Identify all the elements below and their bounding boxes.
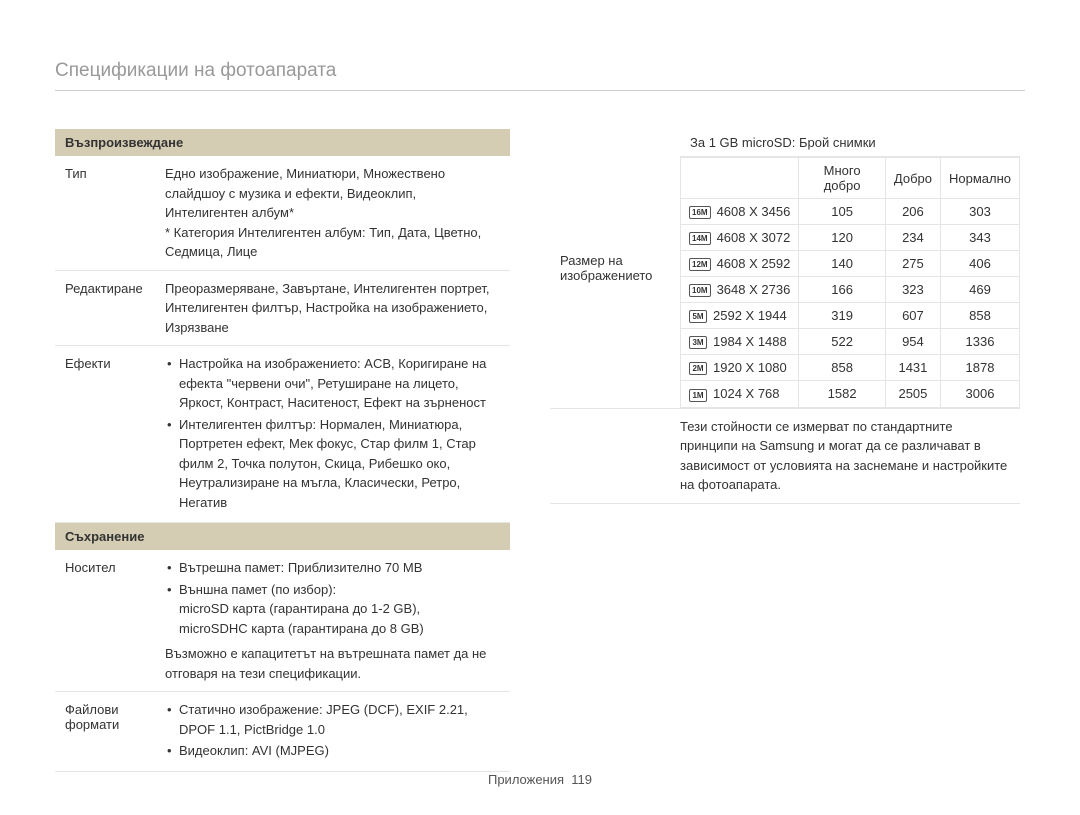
table-row: 12M 4608 X 2592 140275406: [681, 251, 1020, 277]
row-label: Тип: [65, 164, 165, 181]
resolution-cell: 1M 1024 X 768: [681, 381, 799, 407]
list-item: Интелигентен филтър: Нормален, Миниатюра…: [165, 415, 500, 513]
table-row: 2M 1920 X 1080 85814311878: [681, 355, 1020, 381]
row-media: Носител Вътрешна памет: Приблизително 70…: [55, 550, 510, 692]
row-type: Тип Едно изображение, Миниатюри, Множест…: [55, 156, 510, 271]
list-item: Външна памет (по избор):microSD карта (г…: [165, 580, 500, 639]
note-text: Възможно е капацитетът на вътрешната пам…: [165, 644, 500, 683]
resolution-text: 2592 X 1944: [713, 308, 787, 323]
size-label: Размер на изображението: [550, 129, 680, 408]
resolution-text: 4608 X 2592: [717, 256, 791, 271]
th-empty: [681, 158, 799, 199]
value-cell: 1431: [885, 355, 940, 381]
row-label: Файлови формати: [65, 700, 165, 732]
table-row: 14M 4608 X 3072 120234343: [681, 225, 1020, 251]
value-cell: 166: [799, 277, 886, 303]
resolution-cell: 3M 1984 X 1488: [681, 329, 799, 355]
table-body: 16M 4608 X 3456 105206303 14M 4608 X 3072 120…: [681, 199, 1020, 408]
value-cell: 1336: [940, 329, 1019, 355]
resolution-text: 4608 X 3072: [717, 230, 791, 245]
value-cell: 275: [885, 251, 940, 277]
value-cell: 105: [799, 199, 886, 225]
value-cell: 234: [885, 225, 940, 251]
megapixel-icon: 5M: [689, 310, 707, 323]
footer-page: 119: [571, 772, 592, 787]
value-cell: 858: [799, 355, 886, 381]
th-good: Добро: [885, 158, 940, 199]
row-effects: Ефекти Настройка на изображението: ACB, …: [55, 346, 510, 523]
value-cell: 522: [799, 329, 886, 355]
section-header-storage: Съхранение: [55, 523, 510, 550]
row-value: Преоразмеряване, Завъртане, Интелигентен…: [165, 279, 500, 338]
value-cell: 858: [940, 303, 1019, 329]
megapixel-icon: 1M: [689, 389, 707, 402]
th-normal: Нормално: [940, 158, 1019, 199]
table-row: 5M 2592 X 1944 319607858: [681, 303, 1020, 329]
value-cell: 3006: [940, 381, 1019, 407]
resolution-text: 4608 X 3456: [717, 204, 791, 219]
list-item: Вътрешна памет: Приблизително 70 MB: [165, 558, 500, 578]
value-cell: 406: [940, 251, 1019, 277]
megapixel-icon: 16M: [689, 206, 711, 219]
resolution-cell: 2M 1920 X 1080: [681, 355, 799, 381]
table-row: 10M 3648 X 2736 166323469: [681, 277, 1020, 303]
megapixel-icon: 3M: [689, 336, 707, 349]
value-cell: 140: [799, 251, 886, 277]
value-cell: 120: [799, 225, 886, 251]
megapixel-icon: 12M: [689, 258, 711, 271]
row-value: Статично изображение: JPEG (DCF), EXIF 2…: [165, 700, 500, 763]
row-label: Носител: [65, 558, 165, 575]
list-item: Настройка на изображението: ACB, Коригир…: [165, 354, 500, 413]
footnote: Тези стойности се измерват по стандартни…: [550, 409, 1020, 504]
table-title: За 1 GB microSD: Брой снимки: [680, 129, 1020, 157]
right-column: Размер на изображението За 1 GB microSD:…: [550, 129, 1020, 772]
page-footer: Приложения 119: [0, 772, 1080, 787]
resolution-text: 1024 X 768: [713, 386, 780, 401]
page-title: Спецификации на фотоапарата: [55, 60, 1025, 91]
section-header-playback: Възпроизвеждане: [55, 129, 510, 156]
value-cell: 323: [885, 277, 940, 303]
row-label: Ефекти: [65, 354, 165, 371]
resolution-text: 3648 X 2736: [717, 282, 791, 297]
value-cell: 2505: [885, 381, 940, 407]
row-value: Едно изображение, Миниатюри, Множествено…: [165, 164, 500, 262]
value-cell: 343: [940, 225, 1019, 251]
resolution-cell: 12M 4608 X 2592: [681, 251, 799, 277]
table-row: 3M 1984 X 1488 5229541336: [681, 329, 1020, 355]
value-cell: 206: [885, 199, 940, 225]
th-very-good: Много добро: [799, 158, 886, 199]
value-cell: 319: [799, 303, 886, 329]
list-item: Статично изображение: JPEG (DCF), EXIF 2…: [165, 700, 500, 739]
value-cell: 303: [940, 199, 1019, 225]
value-cell: 469: [940, 277, 1019, 303]
photo-count-table: Много добро Добро Нормално 16M 4608 X 345…: [680, 157, 1020, 408]
resolution-text: 1984 X 1488: [713, 334, 787, 349]
resolution-cell: 14M 4608 X 3072: [681, 225, 799, 251]
resolution-cell: 16M 4608 X 3456: [681, 199, 799, 225]
value-cell: 954: [885, 329, 940, 355]
resolution-cell: 5M 2592 X 1944: [681, 303, 799, 329]
footer-section: Приложения: [488, 772, 564, 787]
megapixel-icon: 14M: [689, 232, 711, 245]
megapixel-icon: 2M: [689, 362, 707, 375]
resolution-cell: 10M 3648 X 2736: [681, 277, 799, 303]
table-row: 16M 4608 X 3456 105206303: [681, 199, 1020, 225]
row-value: Вътрешна памет: Приблизително 70 MB Външ…: [165, 558, 500, 683]
value-cell: 1582: [799, 381, 886, 407]
row-value: Настройка на изображението: ACB, Коригир…: [165, 354, 500, 514]
row-edit: Редактиране Преоразмеряване, Завъртане, …: [55, 271, 510, 347]
row-formats: Файлови формати Статично изображение: JP…: [55, 692, 510, 772]
value-cell: 1878: [940, 355, 1019, 381]
resolution-text: 1920 X 1080: [713, 360, 787, 375]
left-column: Възпроизвеждане Тип Едно изображение, Ми…: [55, 129, 510, 772]
table-row: 1M 1024 X 768 158225053006: [681, 381, 1020, 407]
list-item: Видеоклип: AVI (MJPEG): [165, 741, 500, 761]
value-cell: 607: [885, 303, 940, 329]
megapixel-icon: 10M: [689, 284, 711, 297]
row-label: Редактиране: [65, 279, 165, 296]
